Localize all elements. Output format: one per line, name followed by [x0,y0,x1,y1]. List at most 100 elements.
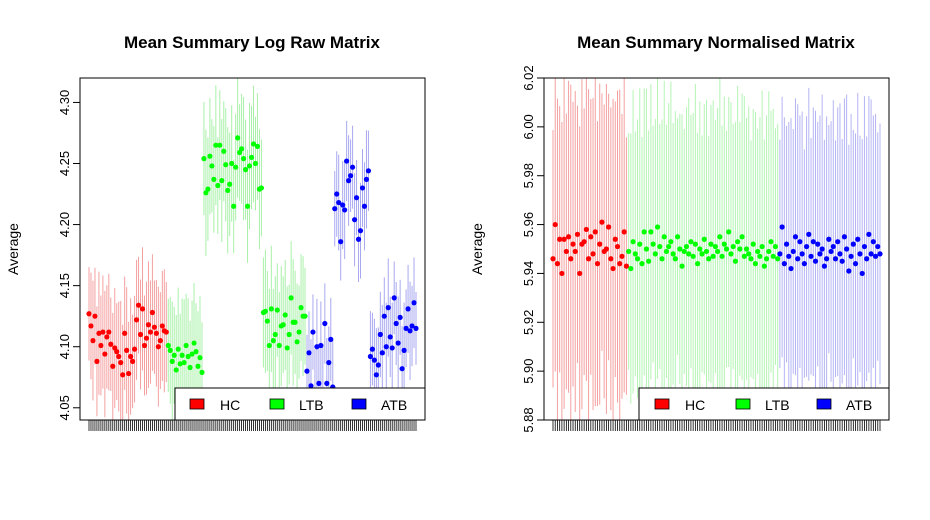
hc-point [94,358,100,364]
hc-point [163,329,169,335]
raw-y-axis: 4.05 4.10 4.15 4.20 4.25 4.30 [57,90,80,420]
atb-point [411,300,417,306]
ltb-point [666,243,672,250]
ltb-point [661,234,667,240]
atb-point [338,239,344,245]
ltb-point [205,186,211,192]
ltb-point [223,162,229,168]
atb-point [832,256,839,262]
ltb-point [679,263,685,269]
ltb-point [761,263,767,269]
hc-point [552,221,558,228]
ltb-point [217,142,223,148]
atb-point [824,256,830,262]
ltb-point [171,352,177,358]
hc-point [139,306,146,312]
ltb-point [248,154,255,160]
raw-legend-box [174,387,426,421]
hc-point [599,219,605,225]
ltb-point [274,307,280,313]
ltb-point [252,160,259,167]
atb-point [817,251,823,257]
ltb-point [643,246,650,252]
ltb-point [717,234,723,240]
atb-point [332,206,338,212]
hc-point [92,313,98,319]
ltb-point [239,146,245,152]
atb-point [395,340,401,346]
hc-point [86,311,92,317]
hc-point [100,329,106,335]
ltb-point [681,248,687,255]
atb-point [848,253,854,259]
atb-point [779,224,785,230]
atb-point [371,357,377,363]
atb-point [381,313,387,319]
ltb-point [701,236,707,242]
ltb-point [258,185,265,191]
ltb-point [244,203,251,209]
ltb-point [195,363,201,369]
hc-point [594,261,601,267]
ltb-point [674,234,681,240]
ltb-point [732,258,739,264]
hc-point [155,344,161,350]
raw-legend: HC LTB ATB [174,387,426,421]
hc-point [550,256,556,262]
ltb-point [227,181,233,187]
atb-point [379,350,385,356]
raw-legend-swatch-atb [351,398,367,410]
ltb-point [637,241,643,247]
ltb-point [173,367,179,373]
normalised-y-axis: 5.88 5.90 5.92 5.94 5.96 5.98 6.00 6.02 [521,65,544,433]
atb-point [861,243,868,250]
atb-point [351,217,358,223]
y-tick-label: 4.10 [57,334,72,359]
hc-point [592,229,598,235]
ltb-point [628,265,634,272]
ltb-point [242,167,249,173]
atb-point [830,243,836,250]
atb-point [786,253,792,259]
hc-point [104,334,110,340]
ltb-point [663,248,670,255]
ltb-point [741,253,747,259]
hc-point [114,349,120,355]
atb-point [868,251,874,257]
y-tick-label: 6.00 [521,114,536,139]
ltb-point [165,342,171,349]
atb-point [369,346,375,352]
hc-point [617,261,623,267]
atb-point [407,328,413,334]
y-tick-label: 5.98 [521,163,536,188]
hc-point [110,363,116,369]
atb-point [318,342,324,349]
ltb-point [748,256,754,262]
y-tick-label: 4.25 [57,151,72,176]
hc-point [122,330,128,336]
atb-point [365,168,372,174]
atb-point [788,265,794,272]
ltb-point [735,239,741,245]
ltb-point [657,243,663,250]
normalised-legend-label-atb: ATB [846,397,872,413]
ltb-point [254,143,261,149]
atb-point [828,248,834,255]
ltb-point [677,246,683,252]
ltb-point [235,135,241,141]
hc-point [124,347,130,353]
hc-point [147,329,154,335]
hc-point [590,251,596,257]
ltb-point [246,163,253,169]
ltb-point [219,178,225,184]
ltb-point [650,241,656,247]
ltb-point [286,331,292,338]
hc-point [157,338,163,344]
atb-point [361,203,368,209]
atb-point [808,253,814,259]
hc-point [608,256,614,262]
ltb-point [207,153,213,159]
atb-point [304,368,310,374]
atb-point [322,320,328,327]
ltb-point [262,308,268,314]
